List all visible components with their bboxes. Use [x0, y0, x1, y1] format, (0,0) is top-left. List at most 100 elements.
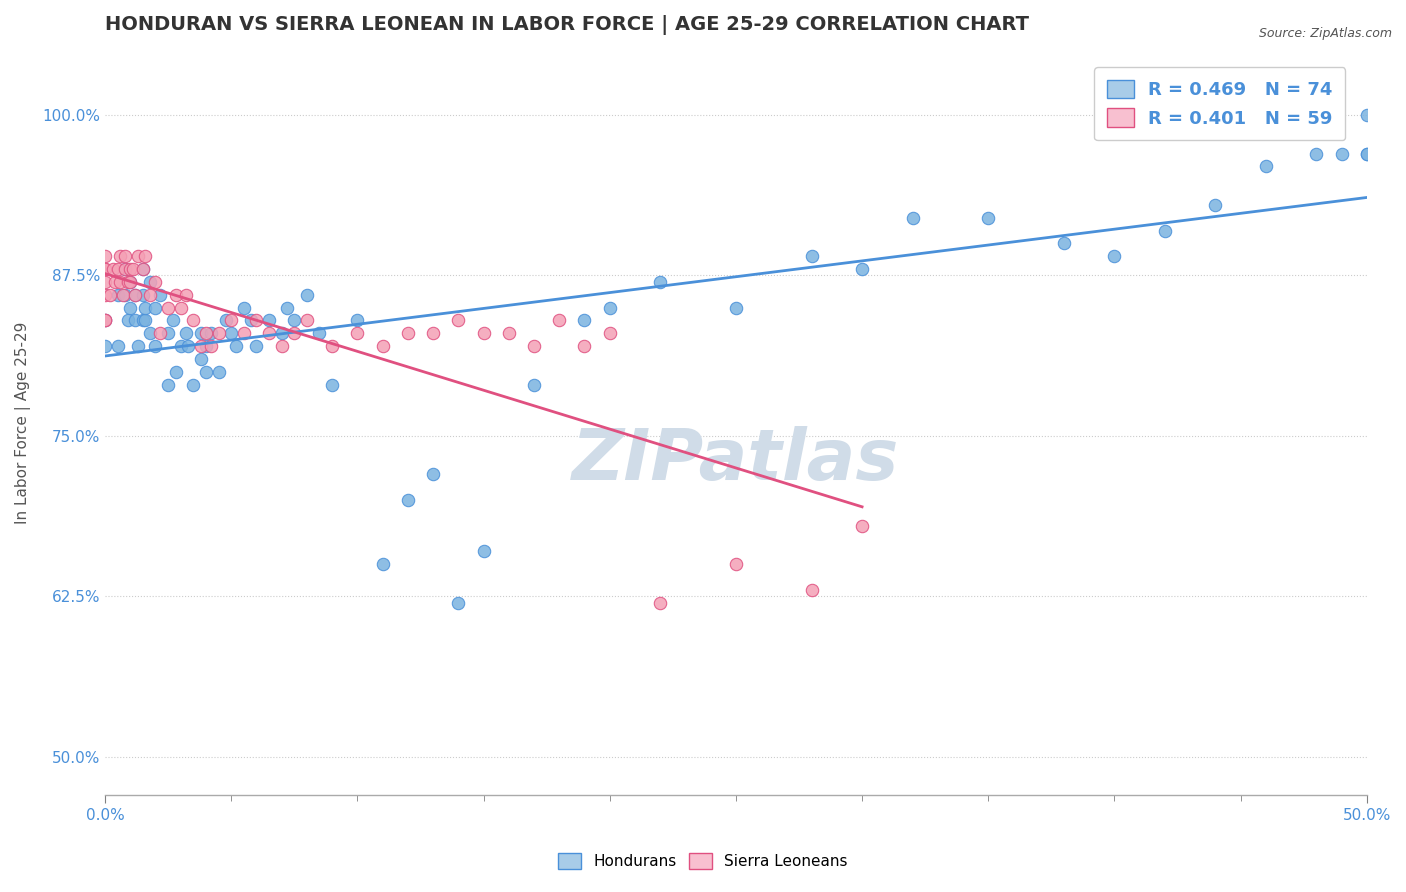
- Point: [94, 262, 117, 277]
- Point: [1355, 108, 1378, 122]
- Point: [170, 301, 193, 315]
- Point: [94, 287, 117, 301]
- Point: [1204, 198, 1226, 212]
- Point: [134, 313, 156, 327]
- Point: [108, 249, 131, 263]
- Point: [127, 249, 149, 263]
- Y-axis label: In Labor Force | Age 25-29: In Labor Force | Age 25-29: [15, 322, 31, 524]
- Point: [139, 275, 162, 289]
- Point: [1355, 146, 1378, 161]
- Point: [422, 326, 444, 341]
- Point: [396, 493, 419, 508]
- Point: [232, 301, 254, 315]
- Point: [447, 596, 470, 610]
- Point: [114, 249, 136, 263]
- Point: [177, 339, 200, 353]
- Point: [308, 326, 330, 341]
- Point: [145, 339, 167, 353]
- Point: [194, 339, 217, 353]
- Point: [117, 275, 139, 289]
- Point: [472, 544, 495, 558]
- Point: [257, 313, 280, 327]
- Point: [200, 326, 222, 341]
- Point: [498, 326, 520, 341]
- Point: [181, 313, 204, 327]
- Point: [139, 287, 162, 301]
- Point: [270, 339, 292, 353]
- Point: [1154, 223, 1177, 237]
- Point: [219, 313, 242, 327]
- Point: [120, 275, 142, 289]
- Point: [851, 518, 873, 533]
- Point: [1330, 146, 1353, 161]
- Point: [977, 211, 1000, 225]
- Point: [111, 287, 134, 301]
- Point: [800, 249, 823, 263]
- Point: [94, 275, 117, 289]
- Point: [650, 596, 672, 610]
- Point: [139, 326, 162, 341]
- Point: [94, 313, 117, 327]
- Point: [371, 558, 394, 572]
- Point: [108, 275, 131, 289]
- Point: [107, 262, 129, 277]
- Point: [190, 326, 212, 341]
- Point: [157, 377, 180, 392]
- Point: [181, 377, 204, 392]
- Text: ZIPatlas: ZIPatlas: [572, 425, 900, 495]
- Point: [121, 262, 143, 277]
- Point: [200, 339, 222, 353]
- Point: [194, 326, 217, 341]
- Point: [132, 287, 155, 301]
- Text: Source: ZipAtlas.com: Source: ZipAtlas.com: [1258, 27, 1392, 40]
- Point: [422, 467, 444, 482]
- Point: [225, 339, 247, 353]
- Point: [219, 326, 242, 341]
- Legend: R = 0.469   N = 74, R = 0.401   N = 59: R = 0.469 N = 74, R = 0.401 N = 59: [1094, 67, 1346, 140]
- Point: [901, 211, 924, 225]
- Point: [114, 262, 136, 277]
- Point: [207, 365, 229, 379]
- Point: [124, 313, 146, 327]
- Point: [447, 313, 470, 327]
- Point: [157, 326, 180, 341]
- Text: HONDURAN VS SIERRA LEONEAN IN LABOR FORCE | AGE 25-29 CORRELATION CHART: HONDURAN VS SIERRA LEONEAN IN LABOR FORC…: [105, 15, 1029, 35]
- Point: [295, 313, 318, 327]
- Point: [117, 313, 139, 327]
- Point: [149, 326, 172, 341]
- Point: [132, 262, 155, 277]
- Point: [149, 287, 172, 301]
- Point: [371, 339, 394, 353]
- Point: [346, 313, 368, 327]
- Point: [276, 301, 298, 315]
- Point: [295, 287, 318, 301]
- Point: [114, 287, 136, 301]
- Point: [162, 313, 184, 327]
- Point: [98, 287, 121, 301]
- Point: [321, 339, 343, 353]
- Point: [724, 558, 747, 572]
- Point: [1254, 159, 1277, 173]
- Point: [599, 301, 621, 315]
- Point: [107, 339, 129, 353]
- Point: [134, 301, 156, 315]
- Point: [94, 313, 117, 327]
- Point: [396, 326, 419, 341]
- Point: [132, 262, 155, 277]
- Point: [548, 313, 571, 327]
- Point: [283, 313, 305, 327]
- Point: [190, 351, 212, 366]
- Point: [174, 326, 197, 341]
- Point: [170, 339, 193, 353]
- Point: [245, 313, 267, 327]
- Point: [245, 339, 267, 353]
- Point: [1305, 146, 1327, 161]
- Point: [599, 326, 621, 341]
- Point: [207, 326, 229, 341]
- Point: [124, 287, 146, 301]
- Point: [574, 313, 596, 327]
- Point: [101, 262, 124, 277]
- Point: [174, 287, 197, 301]
- Point: [851, 262, 873, 277]
- Point: [1053, 236, 1076, 251]
